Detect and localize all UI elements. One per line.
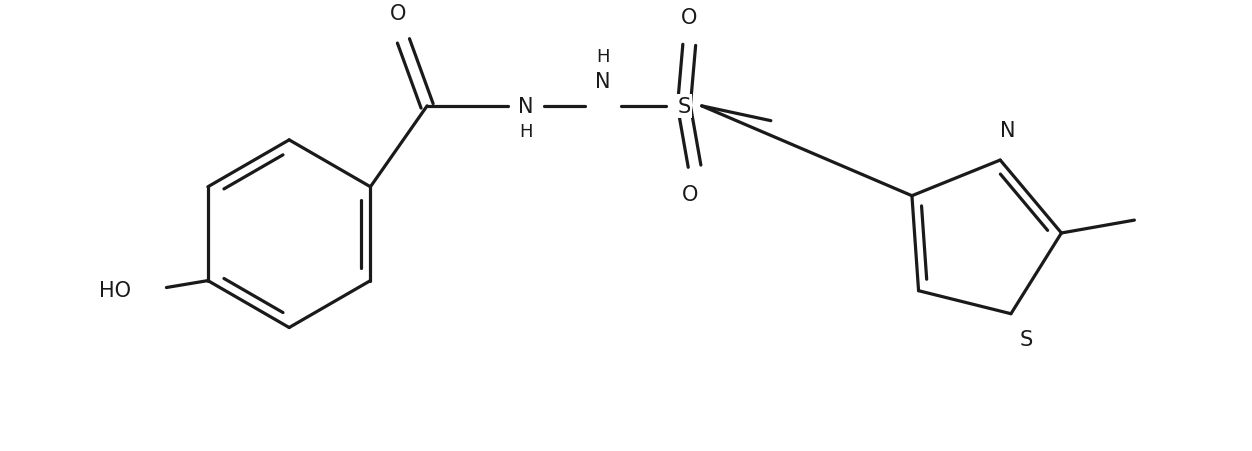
- Text: N: N: [595, 72, 611, 92]
- Text: S: S: [677, 97, 691, 117]
- Text: H: H: [520, 122, 532, 140]
- Text: O: O: [681, 8, 697, 28]
- Text: HO: HO: [99, 281, 131, 301]
- Text: O: O: [681, 184, 697, 204]
- Text: N: N: [1000, 121, 1015, 141]
- Text: O: O: [391, 4, 407, 24]
- Text: N: N: [518, 97, 533, 117]
- Text: H: H: [596, 48, 610, 66]
- Text: S: S: [1019, 329, 1033, 349]
